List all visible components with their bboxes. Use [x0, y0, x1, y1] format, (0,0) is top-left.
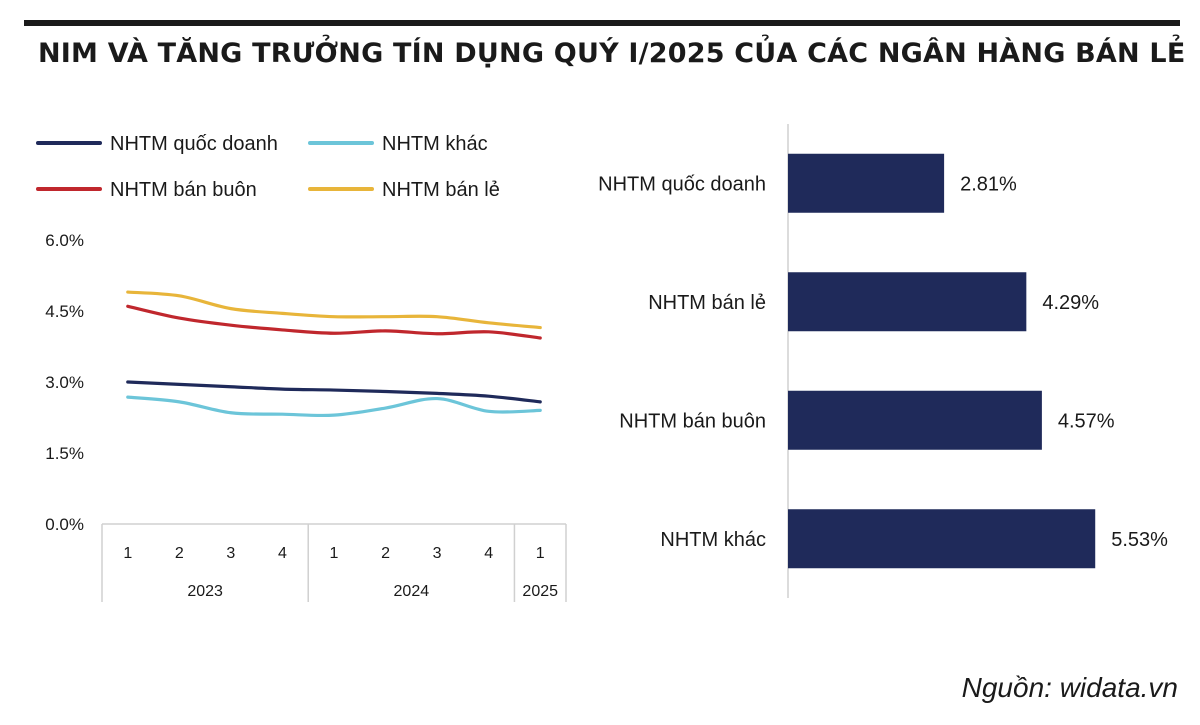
x-tick-label: 1 [536, 545, 545, 562]
bar-1 [788, 153, 945, 213]
bar-value-label: 5.53% [1111, 529, 1168, 551]
line-chart-legend: NHTM quốc doanh NHTM khác NHTM bán buôn NHT… [36, 133, 500, 201]
bar-2 [788, 272, 1027, 332]
x-tick-label: 4 [484, 545, 493, 562]
bar-4 [788, 509, 1096, 569]
bar-category-label: NHTM bán buôn [619, 410, 766, 432]
legend-label-2: NHTM khác [382, 133, 488, 155]
legend-label-1: NHTM quốc doanh [110, 133, 278, 155]
x-group-label: 2025 [522, 583, 558, 600]
x-tick-label: 2 [175, 545, 184, 562]
x-tick-label: 3 [226, 545, 235, 562]
x-tick-label: 1 [123, 545, 132, 562]
x-tick-label: 4 [278, 545, 287, 562]
x-tick-label: 2 [381, 545, 390, 562]
x-group-label: 2023 [187, 583, 223, 600]
series-line-2 [126, 395, 542, 418]
series-line-4 [126, 290, 542, 330]
x-tick-label: 1 [330, 545, 339, 562]
bar-chart: NHTM quốc doanh 2.81% NHTM bán lẻ 4.29% NHTM… [598, 124, 1168, 598]
series-line-1 [126, 380, 542, 404]
legend-label-4: NHTM bán lẻ [382, 179, 500, 201]
source-note: Nguồn: widata.vn [961, 672, 1178, 703]
line-chart: 6.0% 4.5% 3.0% 1.5% 0.0% 2023 2024 2025 1 2 3 4 1 2 3 4… [45, 231, 567, 602]
y-tick-label: 3.0% [45, 373, 84, 392]
bar-category-label: NHTM khác [660, 529, 766, 551]
y-tick-label: 6.0% [45, 231, 84, 250]
bar-value-label: 4.57% [1058, 410, 1115, 432]
series-line-3 [126, 304, 542, 340]
y-tick-label: 0.0% [45, 515, 84, 534]
bar-value-label: 4.29% [1042, 292, 1099, 314]
bar-3 [788, 390, 1042, 450]
legend-label-3: NHTM bán buôn [110, 179, 257, 201]
x-tick-label: 3 [433, 545, 442, 562]
chart-title: NIM VÀ TĂNG TRƯỞNG TÍN DỤNG QUÝ I/2025 C… [38, 38, 1186, 69]
bar-category-label: NHTM quốc doanh [598, 173, 766, 195]
bar-category-label: NHTM bán lẻ [648, 292, 766, 314]
y-tick-label: 4.5% [45, 302, 84, 321]
x-group-label: 2024 [394, 583, 430, 600]
top-rule [24, 20, 1180, 26]
bar-value-label: 2.81% [960, 173, 1017, 195]
y-tick-label: 1.5% [45, 444, 84, 463]
